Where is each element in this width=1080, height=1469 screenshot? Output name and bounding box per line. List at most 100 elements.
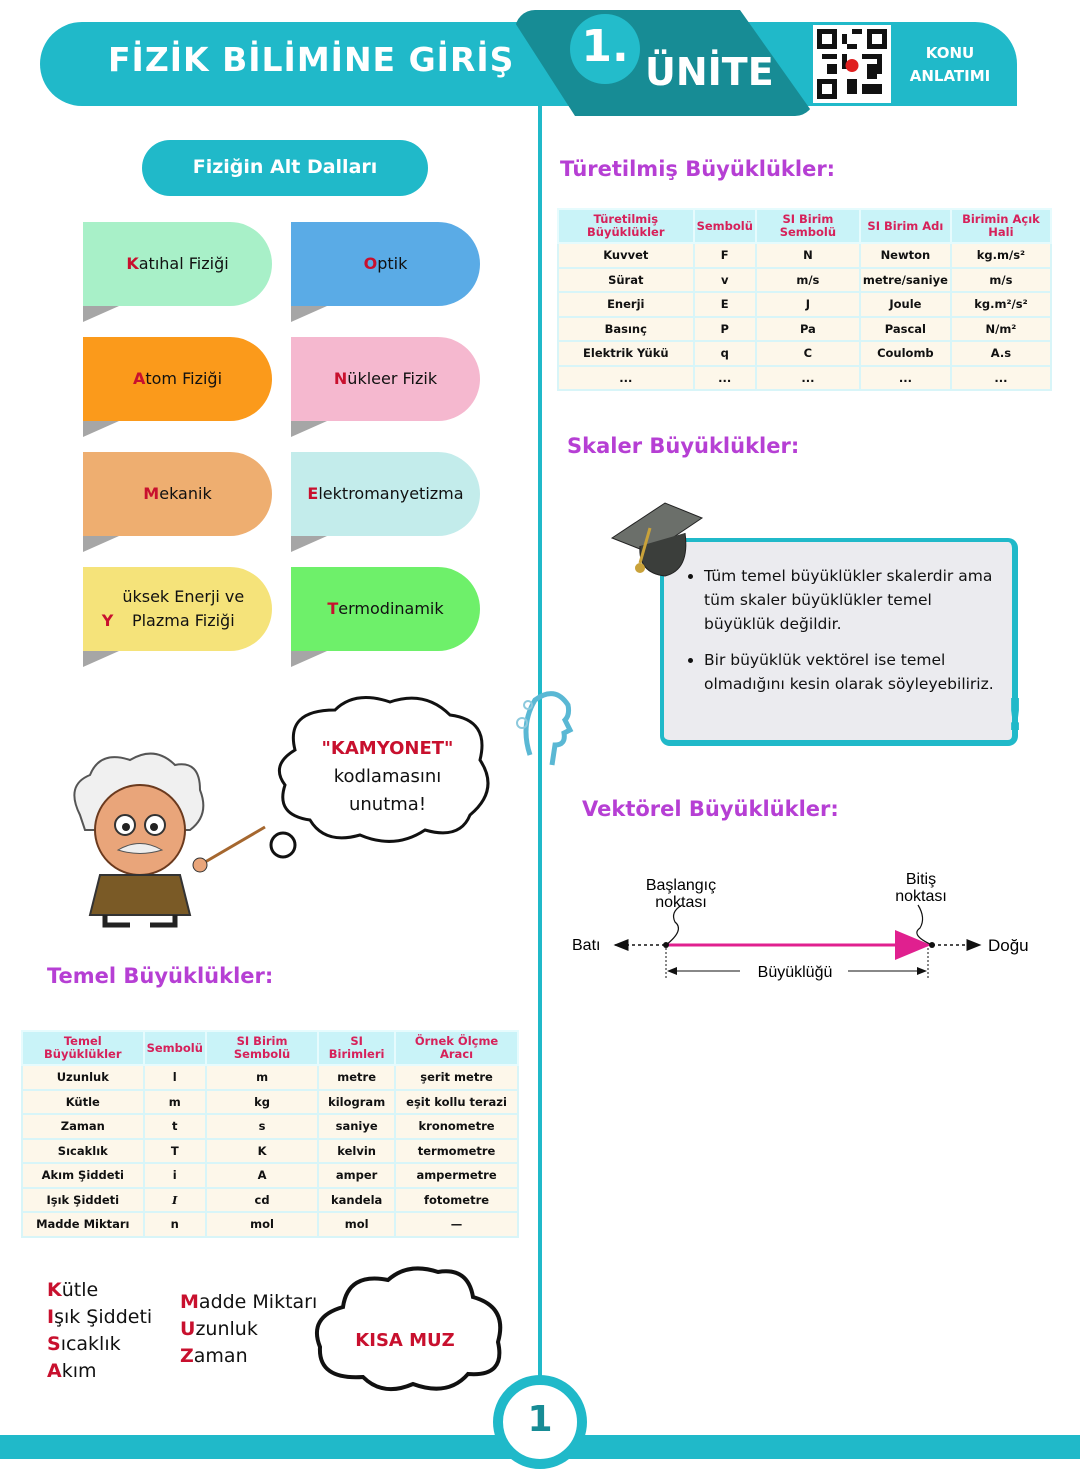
table-cell: Newton [858, 242, 952, 269]
table-row: Sürat v m/s metre/saniye m/s [557, 266, 1053, 293]
east-label: Doğu [988, 936, 1029, 955]
table-row: ............... [557, 364, 1053, 391]
unit-number: 1. [570, 14, 640, 84]
branch-card: Termodinamik [291, 567, 480, 651]
einstein-illustration [73, 752, 266, 928]
column-header: Sembolü [692, 208, 757, 244]
table-cell: mol [204, 1211, 320, 1238]
table-cell: A [204, 1162, 320, 1189]
branch-label: Atom Fiziği [132, 369, 223, 388]
table-row: Zaman t s saniye kronometre [21, 1113, 519, 1140]
table-cell: metre/saniye [858, 266, 952, 293]
table-cell: K [204, 1137, 320, 1164]
table-cell: ... [692, 364, 757, 391]
konu-text: KONU [925, 44, 975, 62]
vector-quantities-title: Vektörel Büyüklükler: [582, 797, 839, 821]
table-cell: Kuvvet [557, 242, 695, 269]
table-cell: ... [754, 364, 861, 391]
table-cell: m [204, 1064, 320, 1091]
west-label: Batı [572, 937, 600, 954]
table-cell: v [692, 266, 757, 293]
branch-label: Yüksek Enerji ve Plazma Fiziği [101, 587, 245, 630]
column-header: Temel Büyüklükler [21, 1030, 145, 1066]
table-cell: kg [204, 1088, 320, 1115]
table-cell: ... [949, 364, 1053, 391]
anlatimi-text: ANLATIMI [909, 67, 991, 85]
branch-card: Yüksek Enerji ve Plazma Fiziği [83, 567, 272, 651]
table-row: Kuvvet F N Newton kg.m/s² [557, 242, 1053, 269]
table-cell: I [142, 1186, 207, 1213]
table-cell: Işık Şiddeti [21, 1186, 145, 1213]
table-header: Temel Büyüklükler Sembolü SI Birim Sembolü… [21, 1030, 519, 1066]
branch-card: Katıhal Fiziği [83, 222, 272, 306]
branches-title: Fiziğin Alt Dalları [142, 140, 428, 196]
table-cell: E [692, 291, 757, 318]
page-number: 1 [493, 1375, 587, 1469]
table-row: Kütle m kg kilogram eşit kollu terazi [21, 1088, 519, 1115]
magnitude-label: Büyüklüğü [758, 964, 833, 981]
table-cell: t [142, 1113, 207, 1140]
start-label-2: noktası [655, 894, 707, 911]
table-cell: kronometre [394, 1113, 519, 1140]
mnemonic-item: Sıcaklık [47, 1333, 121, 1355]
mnemonic-item: Kütle [47, 1279, 99, 1301]
table-cell: m/s [949, 266, 1053, 293]
table-cell: A.s [949, 340, 1053, 367]
mnemonic-item: Işık Şiddeti [47, 1306, 153, 1328]
mnemonic-cloud-text: KISA MUZ [355, 1330, 455, 1351]
table-cell: n [142, 1211, 207, 1238]
table-cell: şerit metre [394, 1064, 519, 1091]
table-cell: P [692, 315, 757, 342]
table-row: Elektrik Yükü q C Coulomb A.s [557, 340, 1053, 367]
column-header: Birimin Açık Hali [949, 208, 1053, 244]
table-cell: l [142, 1064, 207, 1091]
table-cell: Zaman [21, 1113, 145, 1140]
column-header: Sembolü [142, 1030, 207, 1066]
branch-card: Optik [291, 222, 480, 306]
table-cell: Sıcaklık [21, 1137, 145, 1164]
page-title: FİZİK BİLİMİNE GİRİŞ [108, 40, 515, 79]
table-cell: Pascal [858, 315, 952, 342]
branch-label: Elektromanyetizma [307, 484, 464, 503]
table-cell: ... [858, 364, 952, 391]
table-cell: C [754, 340, 861, 367]
scalar-bullet: Bir büyüklük vektörel ise temel olmadığı… [704, 648, 994, 696]
scalar-quantities-title: Skaler Büyüklükler: [567, 434, 800, 458]
scalar-info-box: Tüm temel büyüklükler skalerdir ama tüm … [660, 538, 1018, 746]
table-cell: Joule [858, 291, 952, 318]
table-cell: kilogram [317, 1088, 397, 1115]
column-divider [538, 105, 542, 1405]
table-cell: Uzunluk [21, 1064, 145, 1091]
table-cell: ... [557, 364, 695, 391]
qr-code-icon[interactable] [813, 25, 891, 103]
table-cell: N [754, 242, 861, 269]
branch-label: Termodinamik [327, 599, 444, 618]
basic-quantities-table: Temel Büyüklükler Sembolü SI Birim Sembolü… [21, 1030, 519, 1238]
table-cell: Enerji [557, 291, 695, 318]
table-cell: J [754, 291, 861, 318]
basic-quantities-title: Temel Büyüklükler: [47, 964, 274, 988]
graduation-cap-icon [610, 502, 704, 577]
table-cell: T [142, 1137, 207, 1164]
table-cell: ampermetre [394, 1162, 519, 1189]
table-cell: Basınç [557, 315, 695, 342]
exclamation-icon: ! [1005, 690, 1026, 741]
derived-quantities-title: Türetilmiş Büyüklükler: [560, 157, 836, 181]
branch-card: Nükleer Fizik [291, 337, 480, 421]
table-cell: q [692, 340, 757, 367]
table-cell: Kütle [21, 1088, 145, 1115]
vector-diagram: Başlangıç noktası Bitiş noktası Batı Doğ… [572, 871, 1029, 981]
column-header: SI Birim Sembolü [204, 1030, 320, 1066]
mnemonic-item: Akım [47, 1360, 97, 1382]
mnemonic-item: Zaman [180, 1345, 248, 1367]
table-cell: Akım Şiddeti [21, 1162, 145, 1189]
branch-label: Mekanik [143, 484, 212, 503]
thought-line1: "KAMYONET" [321, 738, 454, 759]
branch-card: Elektromanyetizma [291, 452, 480, 536]
table-row: Madde Miktarı n mol mol — [21, 1211, 519, 1238]
branch-label: Nükleer Fizik [333, 369, 438, 388]
mnemonic-item: Madde Miktarı [180, 1291, 318, 1313]
